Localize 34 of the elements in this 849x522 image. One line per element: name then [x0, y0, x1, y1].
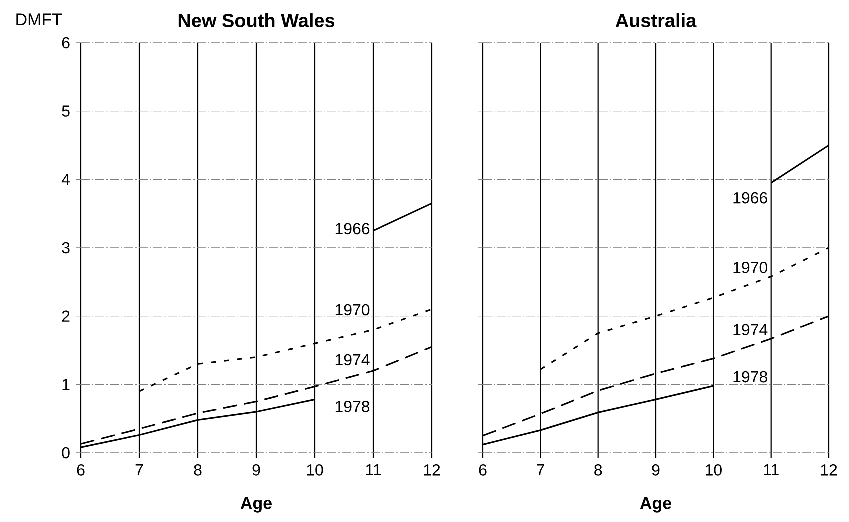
series-label: 1974 — [734, 324, 768, 336]
x-tick-label: 11 — [366, 464, 382, 476]
x-tick-label: 10 — [706, 464, 722, 476]
chart-title: New South Wales — [178, 14, 335, 28]
x-tick-label: 8 — [594, 464, 602, 476]
y-tick-label: 2 — [62, 310, 70, 322]
series-label: 1974 — [336, 354, 370, 366]
x-tick-label: 11 — [764, 464, 779, 476]
x-axis-title: Age — [240, 498, 272, 513]
chart-title: Australia — [616, 14, 697, 28]
series-label: 1966 — [734, 192, 768, 204]
series-label: 1970 — [336, 304, 370, 316]
x-tick-label: 6 — [479, 464, 487, 476]
series-label: 1978 — [336, 401, 370, 412]
y-tick-label: 5 — [62, 106, 70, 117]
y-axis-title: DMFT — [16, 14, 62, 26]
x-tick-label: 10 — [307, 464, 324, 476]
series-label: 1970 — [734, 262, 768, 274]
x-tick-label: 7 — [136, 464, 144, 476]
x-tick-label: 9 — [652, 464, 660, 476]
x-axis-title: Age — [640, 498, 672, 513]
x-tick-label: 8 — [194, 464, 202, 476]
x-tick-label: 12 — [821, 464, 838, 476]
series-label: 1978 — [734, 371, 768, 383]
y-tick-label: 1 — [62, 379, 70, 390]
x-tick-label: 7 — [537, 464, 544, 476]
x-tick-label: 12 — [424, 464, 440, 476]
y-tick-label: 3 — [62, 242, 70, 254]
y-tick-label: 4 — [62, 174, 70, 186]
series-label: 1966 — [336, 223, 370, 235]
y-tick-label: 0 — [62, 447, 70, 459]
y-tick-label: 6 — [62, 37, 70, 49]
x-tick-label: 9 — [252, 464, 260, 476]
x-tick-label: 6 — [77, 464, 85, 476]
